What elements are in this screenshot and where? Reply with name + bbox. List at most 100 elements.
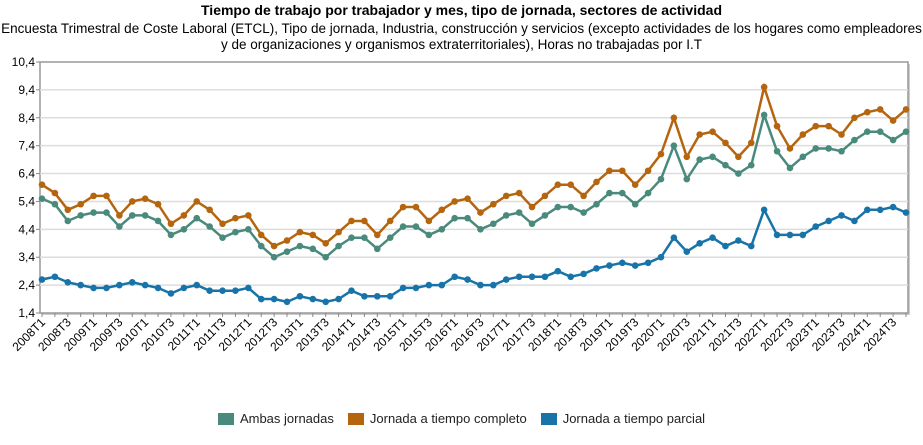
data-point[interactable] bbox=[825, 122, 832, 130]
data-point[interactable] bbox=[554, 181, 562, 189]
data-point[interactable] bbox=[90, 192, 97, 200]
data-point[interactable] bbox=[296, 242, 304, 250]
data-point[interactable] bbox=[296, 228, 304, 236]
data-point[interactable] bbox=[838, 212, 845, 219]
data-point[interactable] bbox=[373, 231, 381, 239]
legend-item[interactable]: Ambas jornadas bbox=[217, 411, 334, 426]
data-point[interactable] bbox=[477, 209, 484, 216]
data-point[interactable] bbox=[631, 262, 639, 269]
data-point[interactable] bbox=[631, 200, 639, 208]
data-point[interactable] bbox=[283, 298, 291, 306]
data-point[interactable] bbox=[412, 223, 420, 230]
data-point[interactable] bbox=[696, 239, 703, 247]
data-point[interactable] bbox=[103, 284, 110, 292]
data-point[interactable] bbox=[670, 234, 678, 241]
data-point[interactable] bbox=[451, 214, 458, 222]
data-point[interactable] bbox=[683, 248, 691, 255]
data-point[interactable] bbox=[541, 192, 549, 200]
data-point[interactable] bbox=[567, 273, 575, 281]
data-point[interactable] bbox=[451, 273, 458, 281]
data-point[interactable] bbox=[670, 114, 678, 122]
data-point[interactable] bbox=[502, 212, 510, 219]
data-point[interactable] bbox=[735, 153, 742, 161]
data-point[interactable] bbox=[322, 239, 330, 247]
data-point[interactable] bbox=[747, 242, 755, 250]
data-point[interactable] bbox=[193, 281, 201, 289]
legend-item[interactable]: Jornada a tiempo completo bbox=[347, 411, 527, 426]
data-point[interactable] bbox=[541, 273, 549, 281]
data-point[interactable] bbox=[116, 212, 123, 219]
data-point[interactable] bbox=[64, 206, 72, 214]
data-point[interactable] bbox=[451, 198, 458, 205]
data-point[interactable] bbox=[876, 206, 884, 214]
data-point[interactable] bbox=[490, 220, 497, 228]
data-point[interactable] bbox=[128, 198, 136, 205]
data-point[interactable] bbox=[141, 281, 149, 289]
data-point[interactable] bbox=[864, 108, 871, 116]
data-point[interactable] bbox=[154, 284, 162, 292]
data-point[interactable] bbox=[283, 248, 291, 255]
data-point[interactable] bbox=[193, 214, 201, 222]
data-point[interactable] bbox=[64, 279, 72, 286]
data-point[interactable] bbox=[257, 231, 265, 239]
data-point[interactable] bbox=[812, 223, 820, 230]
data-point[interactable] bbox=[348, 234, 355, 241]
data-point[interactable] bbox=[490, 281, 497, 289]
data-point[interactable] bbox=[567, 203, 575, 211]
data-point[interactable] bbox=[657, 175, 665, 183]
data-point[interactable] bbox=[709, 234, 716, 241]
data-point[interactable] bbox=[864, 206, 871, 214]
data-point[interactable] bbox=[490, 200, 497, 208]
data-point[interactable] bbox=[206, 287, 213, 294]
data-point[interactable] bbox=[438, 226, 446, 233]
data-point[interactable] bbox=[335, 295, 342, 303]
data-point[interactable] bbox=[141, 195, 149, 202]
data-point[interactable] bbox=[567, 181, 575, 189]
data-point[interactable] bbox=[412, 284, 420, 292]
data-point[interactable] bbox=[541, 212, 549, 219]
data-point[interactable] bbox=[580, 270, 587, 278]
data-point[interactable] bbox=[64, 217, 72, 225]
data-point[interactable] bbox=[722, 139, 729, 147]
data-point[interactable] bbox=[670, 142, 678, 149]
data-point[interactable] bbox=[412, 203, 420, 211]
data-point[interactable] bbox=[889, 203, 897, 211]
data-point[interactable] bbox=[51, 189, 59, 197]
data-point[interactable] bbox=[580, 192, 587, 200]
data-point[interactable] bbox=[270, 242, 278, 250]
data-point[interactable] bbox=[270, 253, 278, 261]
data-point[interactable] bbox=[644, 259, 652, 267]
data-point[interactable] bbox=[335, 242, 342, 250]
data-point[interactable] bbox=[270, 295, 278, 303]
data-point[interactable] bbox=[502, 276, 510, 283]
data-point[interactable] bbox=[128, 279, 136, 286]
data-point[interactable] bbox=[77, 212, 84, 219]
data-point[interactable] bbox=[902, 209, 910, 216]
data-point[interactable] bbox=[657, 253, 665, 261]
data-point[interactable] bbox=[902, 128, 910, 136]
data-point[interactable] bbox=[851, 136, 858, 144]
data-point[interactable] bbox=[425, 281, 433, 289]
data-point[interactable] bbox=[38, 181, 46, 189]
data-point[interactable] bbox=[51, 273, 59, 281]
data-point[interactable] bbox=[644, 189, 652, 197]
data-point[interactable] bbox=[786, 164, 794, 172]
data-point[interactable] bbox=[245, 212, 252, 219]
data-point[interactable] bbox=[799, 153, 807, 161]
data-point[interactable] bbox=[760, 111, 768, 119]
data-point[interactable] bbox=[283, 237, 291, 244]
data-point[interactable] bbox=[735, 170, 742, 177]
data-point[interactable] bbox=[77, 281, 84, 289]
data-point[interactable] bbox=[618, 189, 626, 197]
data-point[interactable] bbox=[322, 253, 330, 261]
data-point[interactable] bbox=[593, 265, 600, 272]
data-point[interactable] bbox=[709, 153, 716, 161]
data-point[interactable] bbox=[773, 147, 781, 155]
data-point[interactable] bbox=[373, 292, 381, 300]
data-point[interactable] bbox=[322, 298, 330, 306]
data-point[interactable] bbox=[515, 209, 523, 216]
data-point[interactable] bbox=[618, 259, 626, 267]
data-point[interactable] bbox=[38, 276, 46, 283]
data-point[interactable] bbox=[399, 203, 407, 211]
data-point[interactable] bbox=[812, 145, 820, 152]
